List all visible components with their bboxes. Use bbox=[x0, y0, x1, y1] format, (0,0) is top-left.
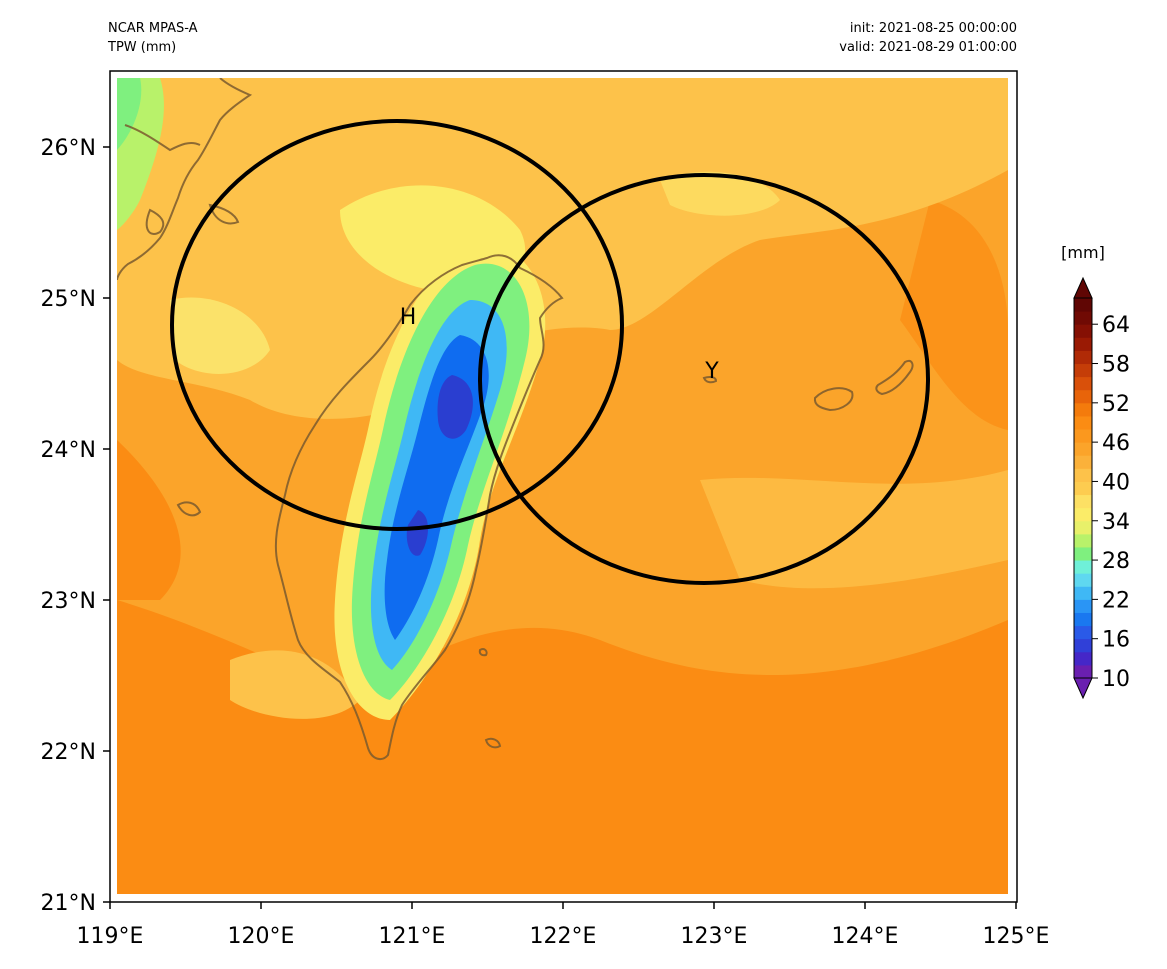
colorbar-bin bbox=[1074, 376, 1092, 391]
colorbar-bin bbox=[1074, 586, 1092, 600]
lat-tick-label: 22°N bbox=[41, 740, 96, 765]
colorbar-bin bbox=[1074, 415, 1092, 430]
colorbar-bin bbox=[1074, 481, 1092, 496]
lon-tick-labels: 119°E 120°E 121°E 122°E 123°E 124°E 125°… bbox=[77, 924, 1050, 949]
colorbar-tick-label: 28 bbox=[1102, 549, 1130, 574]
lat-tick-labels: 21°N 22°N 23°N 24°N 25°N 26°N bbox=[41, 136, 96, 916]
colorbar-extend-max bbox=[1073, 276, 1093, 299]
colorbar-bin bbox=[1074, 389, 1092, 404]
colorbar-bin bbox=[1074, 533, 1092, 548]
colorbar-bin bbox=[1074, 337, 1092, 351]
colorbar-frame bbox=[1073, 297, 1093, 679]
colorbar-tick-label: 58 bbox=[1102, 353, 1130, 378]
colorbar-bin bbox=[1074, 664, 1092, 679]
coastal-island bbox=[208, 203, 240, 225]
lat-tick-label: 25°N bbox=[41, 287, 96, 312]
lat-tick-label: 24°N bbox=[41, 438, 96, 463]
miyako-island bbox=[875, 359, 914, 396]
colorbar-tick-label: 22 bbox=[1102, 588, 1130, 613]
lon-tick-label: 122°E bbox=[530, 924, 597, 949]
colorbar-bin bbox=[1074, 350, 1092, 365]
field-yellow-west bbox=[170, 297, 270, 374]
orchid-island bbox=[484, 737, 502, 749]
colorbar-bin bbox=[1074, 324, 1092, 338]
field-deep-orange-east bbox=[900, 200, 1008, 430]
colorbar-bin bbox=[1074, 560, 1092, 574]
colorbar-bin bbox=[1074, 442, 1092, 456]
colorbar-bin bbox=[1074, 363, 1092, 378]
colorbar-tick-label: 40 bbox=[1102, 470, 1130, 495]
colorbar-bin bbox=[1074, 429, 1092, 443]
field-name: TPW (mm) bbox=[108, 40, 177, 55]
colorbar-bin bbox=[1074, 468, 1092, 482]
lon-tick-label: 125°E bbox=[983, 924, 1050, 949]
colorbar-tick-label: 16 bbox=[1102, 628, 1130, 653]
field-taiwan-core-south bbox=[406, 510, 428, 556]
colorbar-bin bbox=[1074, 494, 1092, 509]
valid-time: valid: 2021-08-29 01:00:00 bbox=[839, 40, 1017, 55]
colorbar-tick-label: 34 bbox=[1102, 510, 1130, 535]
field-light-orange-north bbox=[117, 78, 1008, 419]
field-green-corner-inner bbox=[117, 78, 142, 150]
colorbar: 10 16 22 28 34 40 46 52 58 64 bbox=[1073, 276, 1130, 700]
field-light-orange-south bbox=[230, 650, 360, 719]
colorbar-bin bbox=[1074, 651, 1092, 666]
lat-tick-label: 23°N bbox=[41, 589, 96, 614]
lon-tick-label: 119°E bbox=[77, 924, 144, 949]
axis-ticks bbox=[103, 146, 1017, 909]
ishigaki-island bbox=[813, 387, 854, 412]
colorbar-bin bbox=[1074, 298, 1092, 312]
colorbar-bin bbox=[1074, 507, 1092, 522]
colorbar-bin bbox=[1074, 520, 1092, 535]
green-island bbox=[478, 648, 488, 657]
model-name: NCAR MPAS-A bbox=[108, 21, 198, 36]
colorbar-bin bbox=[1074, 599, 1092, 613]
colorbar-bin bbox=[1074, 638, 1092, 653]
lon-tick-label: 120°E bbox=[228, 924, 295, 949]
colorbar-bin bbox=[1074, 402, 1092, 417]
mainland-coast-inlet bbox=[124, 124, 201, 152]
penghu-islands bbox=[176, 501, 202, 517]
circle-y bbox=[478, 173, 930, 585]
point-label-y: Y bbox=[704, 359, 719, 384]
yonaguni-island bbox=[702, 376, 718, 384]
point-label-h: H bbox=[400, 305, 417, 330]
header-left: NCAR MPAS-A TPW (mm) bbox=[108, 19, 198, 57]
colorbar-tick-label: 52 bbox=[1102, 392, 1130, 417]
lat-tick-label: 26°N bbox=[41, 136, 96, 161]
field-yellow-east bbox=[660, 171, 780, 216]
lat-tick-label: 21°N bbox=[41, 891, 96, 916]
colorbar-bin bbox=[1074, 311, 1092, 325]
colorbar-bin bbox=[1074, 625, 1092, 640]
colorbar-extend-min bbox=[1073, 677, 1093, 700]
colorbar-unit: [mm] bbox=[1061, 243, 1105, 262]
lon-tick-label: 123°E bbox=[681, 924, 748, 949]
mainland-coast bbox=[117, 78, 253, 281]
colorbar-tick-label: 46 bbox=[1102, 431, 1130, 456]
field-deep-orange-south bbox=[117, 600, 1008, 894]
coastlines bbox=[117, 78, 914, 761]
circle-h bbox=[170, 119, 624, 531]
field-deep-orange-west bbox=[117, 440, 181, 600]
lon-tick-label: 121°E bbox=[379, 924, 446, 949]
colorbar-bin bbox=[1074, 455, 1092, 469]
mainland-island bbox=[145, 208, 165, 235]
colorbar-tick-label: 64 bbox=[1102, 313, 1130, 338]
init-time: init: 2021-08-25 00:00:00 bbox=[849, 21, 1017, 36]
colorbar-bin bbox=[1074, 573, 1092, 587]
taiwan-coast bbox=[274, 254, 564, 761]
lon-tick-label: 124°E bbox=[832, 924, 899, 949]
field-taiwan-core-north bbox=[437, 375, 473, 439]
colorbar-bin bbox=[1074, 612, 1092, 627]
colorbar-bin bbox=[1074, 546, 1092, 561]
tpw-field bbox=[117, 78, 1008, 894]
colorbar-tick-label: 10 bbox=[1102, 667, 1130, 692]
header-right: init: 2021-08-25 00:00:00 valid: 2021-08… bbox=[839, 19, 1017, 57]
